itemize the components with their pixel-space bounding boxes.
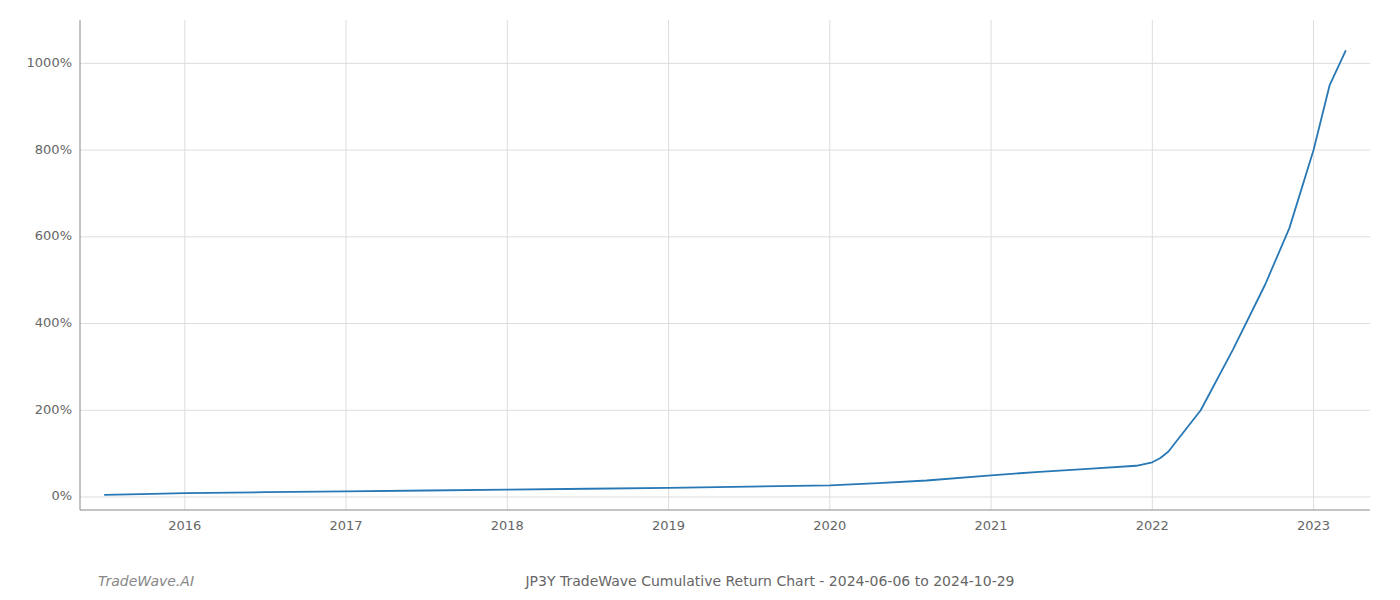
chart: 0% 200% 400% 600% 800% 1000% 2016 2017 2018 2019 2…	[0, 0, 1400, 600]
x-tick-label: 2021	[975, 518, 1008, 533]
background	[0, 0, 1400, 600]
x-grid-line	[507, 20, 508, 510]
watermark: TradeWave.AI	[98, 573, 194, 589]
y-grid-line	[80, 323, 1370, 324]
y-grid-line	[80, 496, 1370, 497]
x-tick-label: 2022	[1136, 518, 1169, 533]
axes: 0% 200% 400% 600% 800% 1000% 2016 2017 2018 2019 2…	[27, 20, 1370, 533]
y-grid-line	[80, 150, 1370, 151]
y-tick-label: 400%	[35, 315, 72, 330]
x-tick-label: 2023	[1297, 518, 1330, 533]
x-grid-line	[668, 20, 669, 510]
y-tick-label: 600%	[35, 228, 72, 243]
page: {"chart_data": {"type": "line", "title":…	[0, 0, 1400, 600]
y-tick-label: 0%	[51, 488, 72, 503]
x-grid-line	[829, 20, 830, 510]
x-tick-label: 2016	[168, 518, 201, 533]
x-grid-line	[991, 20, 992, 510]
x-grid-line	[346, 20, 347, 510]
x-axis-line	[80, 510, 1370, 511]
x-grid-line	[1313, 20, 1314, 510]
x-grid-line	[1152, 20, 1153, 510]
x-tick-label: 2020	[813, 518, 846, 533]
y-tick-label: 200%	[35, 402, 72, 417]
x-tick-label: 2019	[652, 518, 685, 533]
grid	[80, 20, 1370, 510]
y-grid-line	[80, 236, 1370, 237]
title: JP3Y TradeWave Cumulative Return Chart -…	[524, 573, 1014, 589]
x-tick-label: 2018	[491, 518, 524, 533]
y-tick-label: 1000%	[27, 55, 72, 70]
line	[104, 50, 1346, 494]
y-grid-line	[80, 63, 1370, 64]
plot-area	[104, 50, 1346, 494]
x-tick-label: 2017	[330, 518, 363, 533]
y-axis-line	[80, 20, 81, 510]
y-grid-line	[80, 410, 1370, 411]
y-tick-label: 800%	[35, 142, 72, 157]
x-grid-line	[184, 20, 185, 510]
